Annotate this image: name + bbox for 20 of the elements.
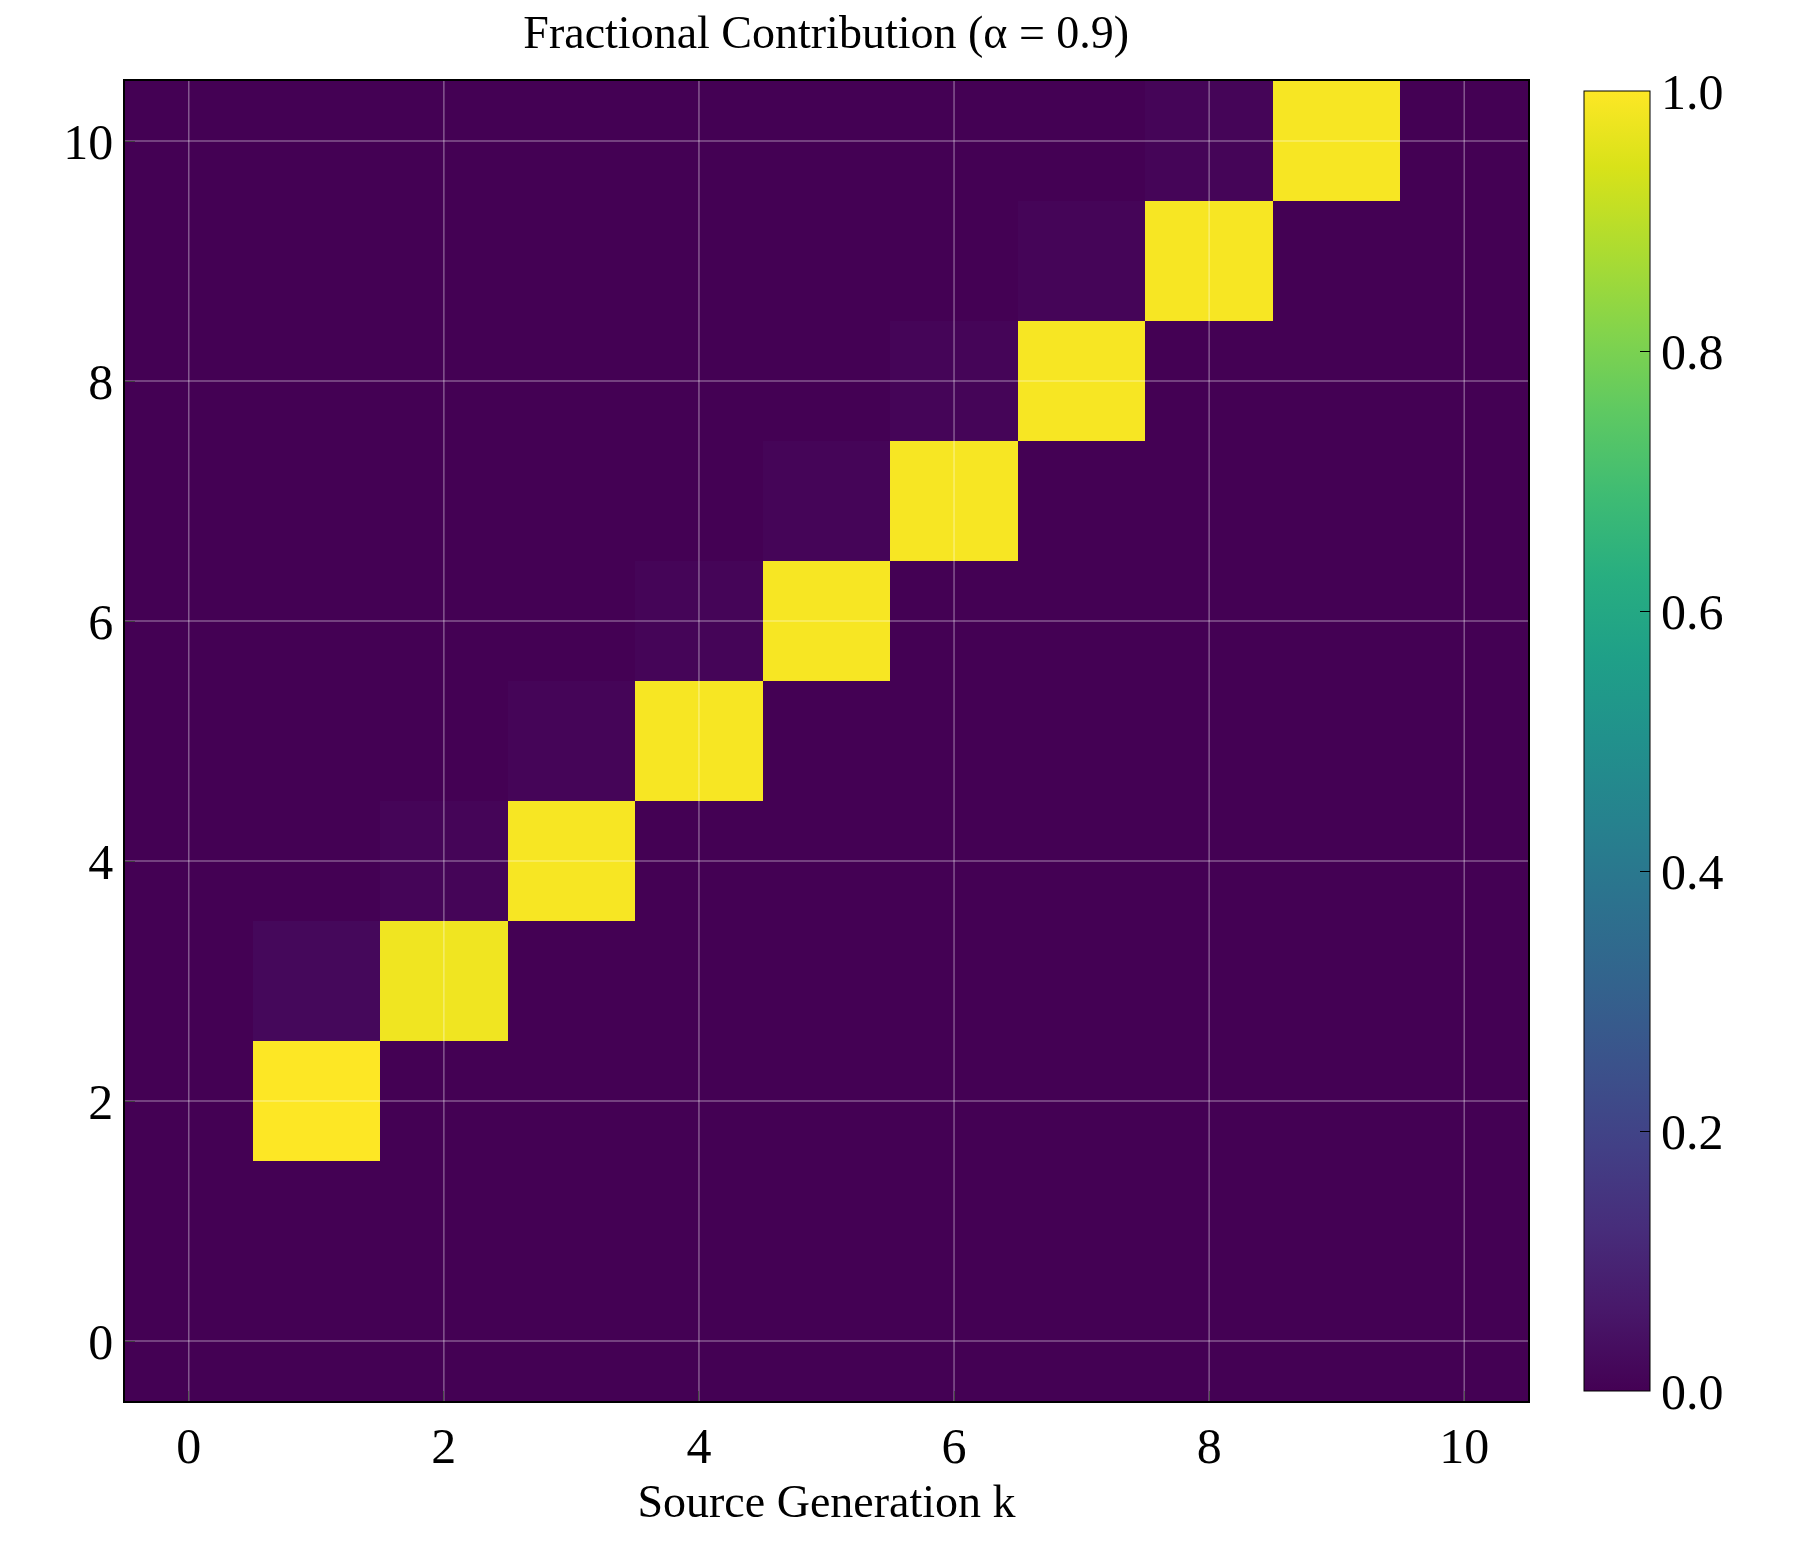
x-tick-label: 8	[1196, 1417, 1222, 1474]
x-tick-label: 2	[431, 1417, 457, 1474]
y-tick-label: 2	[88, 1073, 114, 1130]
y-tick-label: 8	[88, 353, 114, 410]
y-tick-label: 4	[88, 833, 114, 890]
y-tick-label: 6	[88, 593, 114, 650]
color-bar-label: 0.2	[1661, 1103, 1724, 1160]
x-tick-label: 4	[686, 1417, 712, 1474]
x-tick-label: 0	[176, 1417, 202, 1474]
color-bar-label: 0.4	[1661, 843, 1724, 900]
x-tick-label: 10	[1439, 1417, 1490, 1474]
color-bar-label: 0.8	[1661, 323, 1724, 380]
color-bar-label: 1.0	[1661, 63, 1724, 120]
chart-title: Fractional Contribution (α = 0.9)	[523, 6, 1130, 58]
y-tick-label: 0	[88, 1313, 114, 1370]
x-axis-title: Source Generation k	[637, 1475, 1016, 1527]
y-tick-label: 10	[63, 113, 114, 170]
x-tick-label: 6	[941, 1417, 967, 1474]
color-bar-label: 0.6	[1661, 583, 1724, 640]
color-bar-label: 0.0	[1661, 1363, 1724, 1420]
